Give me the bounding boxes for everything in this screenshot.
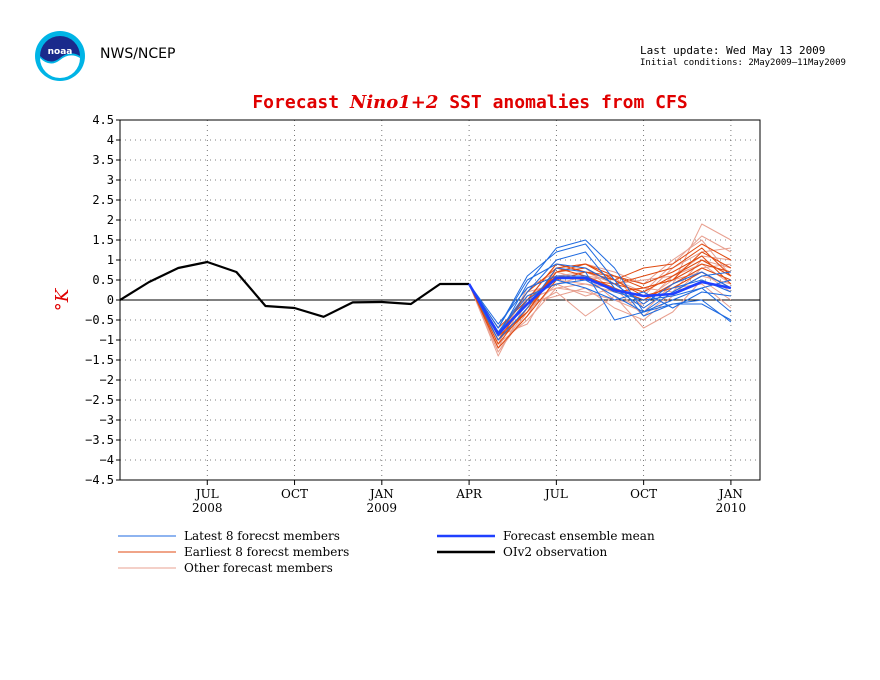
x-tick-label: OCT <box>630 487 657 501</box>
y-tick-label: −1.5 <box>85 353 114 367</box>
y-tick-label: 2 <box>107 213 114 227</box>
chart-title: Forecast Nino1+2 SST anomalies from CFS <box>252 92 687 113</box>
earliest-member-line <box>468 259 732 345</box>
y-tick-label: −4.5 <box>85 473 114 487</box>
y-tick-label: −1 <box>100 333 114 347</box>
y-tick-label: 3.5 <box>92 153 114 167</box>
noaa-logo-icon: noaa <box>35 31 85 81</box>
latest-member-line <box>468 239 732 337</box>
y-tick-labels: 4.5 4 3.5 3 2.5 2 1.5 1 0.5 0 −0.5 −1 −1.5 −2 −2.5 −3 −3… <box>85 113 120 487</box>
latest-member-line <box>468 279 732 333</box>
legend: Latest 8 forecst members Forecast ensembl… <box>118 529 655 575</box>
y-tick-label: −2.5 <box>85 393 114 407</box>
y-tick-label: 3 <box>107 173 114 187</box>
last-update-text: Last update: Wed May 13 2009 <box>640 44 826 57</box>
x-tick-year-label: 2008 <box>192 501 223 515</box>
plot-frame <box>119 119 761 481</box>
y-tick-label: 2.5 <box>92 193 114 207</box>
legend-label: Forecast ensemble mean <box>503 529 655 543</box>
x-tick-year-label: 2010 <box>716 501 747 515</box>
x-tick-year-label: 2009 <box>367 501 398 515</box>
agency-label: NWS/NCEP <box>100 46 176 62</box>
legend-label: Earliest 8 forecst members <box>184 545 349 559</box>
latest-member-line <box>468 263 732 329</box>
x-tick-label: APR <box>455 487 483 501</box>
y-tick-label: −3 <box>100 413 114 427</box>
latest-member-line <box>468 243 732 329</box>
y-tick-label: 0.5 <box>92 273 114 287</box>
x-tick-label: JAN <box>717 487 743 501</box>
y-tick-label: 1.5 <box>92 233 114 247</box>
legend-label: Other forecast members <box>184 561 333 575</box>
x-tick-label: JUL <box>543 487 568 501</box>
other-member-line <box>468 247 731 357</box>
y-tick-label: 4 <box>107 133 114 147</box>
y-tick-label: −2 <box>100 373 114 387</box>
svg-text:noaa: noaa <box>48 47 73 57</box>
legend-label: OIv2 observation <box>503 545 608 559</box>
initial-conditions-text: Initial conditions: 2May2009–11May2009 <box>640 58 846 68</box>
ensemble-mean-line <box>467 276 732 336</box>
x-tick-label: JUL <box>194 487 219 501</box>
grid-lines <box>120 120 760 480</box>
latest-member-line <box>468 267 731 341</box>
legend-label: Latest 8 forecst members <box>184 529 340 543</box>
y-tick-label: −3.5 <box>85 433 114 447</box>
earliest-member-line <box>468 263 732 341</box>
y-tick-label: 4.5 <box>92 113 114 127</box>
y-tick-label: 1 <box>107 253 114 267</box>
x-tick-label: OCT <box>281 487 308 501</box>
x-tick-label: JAN <box>368 487 394 501</box>
series-lines <box>119 223 732 357</box>
earliest-member-line <box>468 255 732 349</box>
observation-line <box>119 260 470 318</box>
y-tick-label: −4 <box>100 453 114 467</box>
y-axis-label: °K <box>52 287 73 311</box>
y-tick-label: −0.5 <box>85 313 114 327</box>
y-tick-label: 0 <box>107 293 114 307</box>
